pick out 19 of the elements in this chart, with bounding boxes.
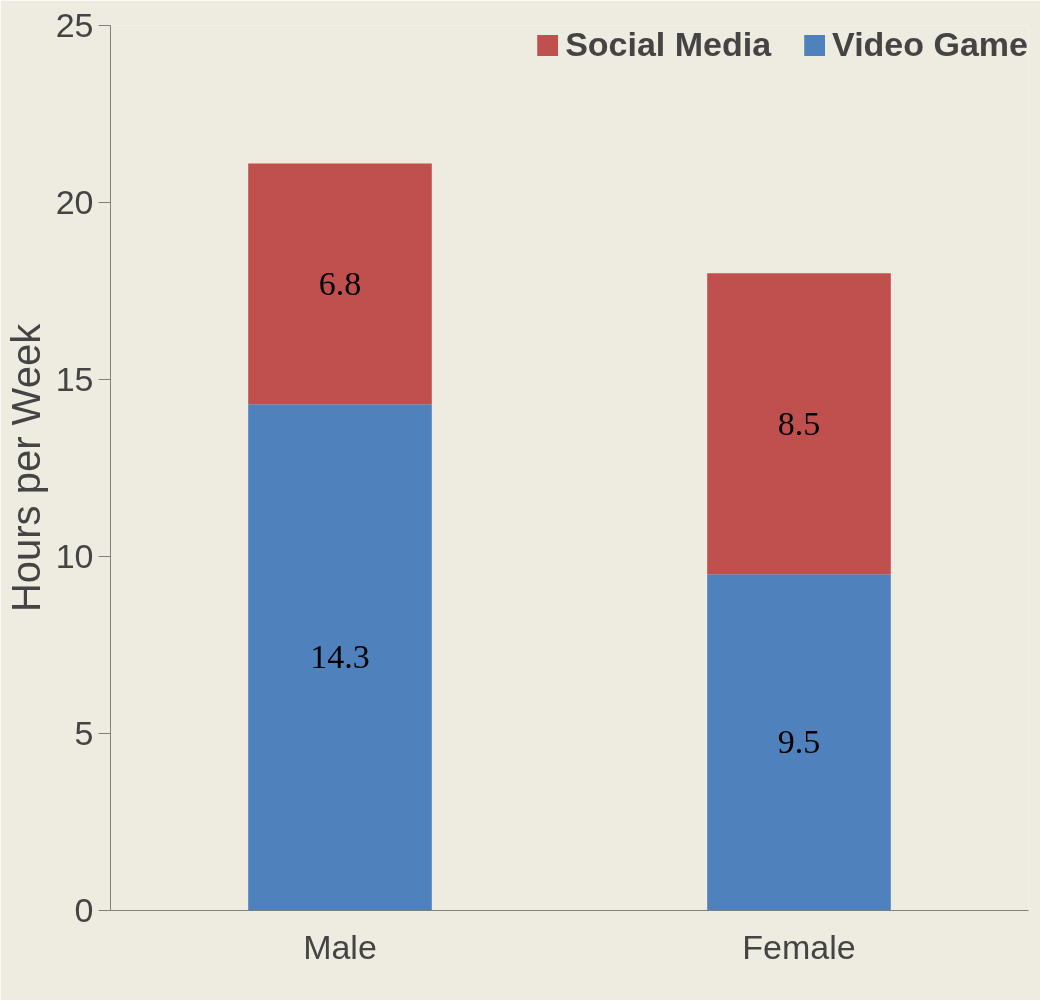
x-tick-label: Female [742, 927, 856, 966]
y-tick-label: 15 [55, 360, 94, 398]
bar [248, 163, 432, 405]
bar [248, 404, 432, 911]
y-tick-label: 5 [74, 714, 94, 752]
x-tick-label: Male [303, 927, 377, 966]
data-label: 14.3 [310, 638, 370, 676]
y-tick-label: 20 [55, 183, 94, 221]
data-label: 6.8 [318, 264, 362, 302]
y-axis-title: Hours per Week [3, 322, 48, 613]
legend-label: Social Media [565, 25, 772, 64]
y-tick-label: 25 [55, 6, 94, 44]
bar [707, 273, 891, 575]
data-label: 9.5 [777, 723, 821, 761]
y-tick-label: 10 [55, 537, 94, 575]
bar [707, 574, 891, 911]
data-label: 8.5 [777, 404, 821, 442]
legend-label: Video Game [832, 25, 1028, 64]
y-tick-label: 0 [74, 891, 94, 929]
